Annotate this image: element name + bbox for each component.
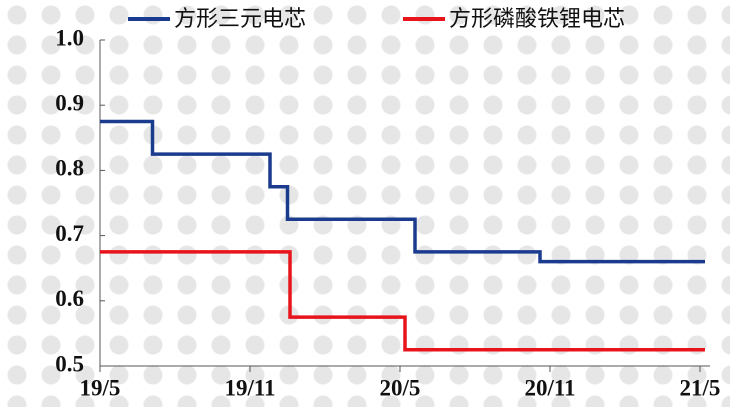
x-tick-label: 19/5 xyxy=(80,375,121,400)
y-tick-label: 0.7 xyxy=(55,221,84,246)
x-tick-label: 20/11 xyxy=(524,375,575,400)
y-tick-label: 0.9 xyxy=(55,90,84,115)
x-tick-label: 19/11 xyxy=(224,375,275,400)
x-tick-label: 21/5 xyxy=(680,375,721,400)
y-tick-label: 0.6 xyxy=(55,286,84,311)
y-tick-label: 1.0 xyxy=(55,25,84,50)
series-line xyxy=(100,119,705,264)
y-tick-label: 0.8 xyxy=(55,156,84,181)
legend-label: 方形磷酸铁锂电芯 xyxy=(449,7,625,32)
x-tick-label: 20/5 xyxy=(380,375,421,400)
y-tick-label: 0.5 xyxy=(55,351,84,376)
series-line xyxy=(100,250,705,352)
legend-label: 方形三元电芯 xyxy=(174,7,306,32)
